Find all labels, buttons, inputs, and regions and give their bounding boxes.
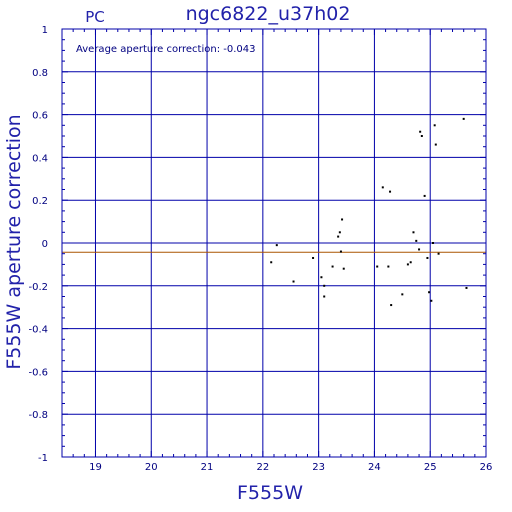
data-point bbox=[338, 231, 341, 234]
data-point bbox=[389, 190, 392, 193]
y-tick-label: 0.6 bbox=[32, 111, 48, 122]
data-point bbox=[423, 194, 426, 197]
data-point bbox=[275, 244, 278, 247]
data-point bbox=[376, 265, 379, 268]
data-point bbox=[292, 280, 295, 283]
x-tick-label: 24 bbox=[368, 462, 381, 473]
y-tick-label: 0.8 bbox=[32, 68, 48, 79]
average-annotation: Average aperture correction: -0.043 bbox=[76, 44, 256, 55]
x-tick-label: 26 bbox=[480, 462, 493, 473]
data-point bbox=[270, 261, 273, 264]
x-tick-label: 19 bbox=[89, 462, 102, 473]
data-point bbox=[415, 239, 418, 242]
y-tick-label: 0 bbox=[42, 239, 48, 250]
y-axis-ticks: -1 -0.8 -0.6 -0.4 -0.2 0 0.2 0.4 0.6 0.8 1 bbox=[28, 25, 486, 464]
y-tick-label: -0.2 bbox=[28, 282, 48, 293]
data-point bbox=[418, 248, 421, 251]
x-tick-label: 20 bbox=[145, 462, 158, 473]
data-point bbox=[323, 295, 326, 298]
data-point bbox=[419, 130, 422, 133]
data-point bbox=[409, 261, 412, 264]
data-point bbox=[434, 143, 437, 146]
grid-lines bbox=[62, 28, 487, 458]
x-tick-label: 25 bbox=[424, 462, 437, 473]
data-point bbox=[312, 256, 315, 259]
data-point bbox=[437, 252, 440, 255]
data-point bbox=[426, 256, 429, 259]
y-tick-label: 0.4 bbox=[32, 153, 48, 164]
data-point bbox=[428, 291, 431, 294]
data-point bbox=[390, 304, 393, 307]
y-tick-label: -0.4 bbox=[28, 325, 48, 336]
data-point bbox=[331, 265, 334, 268]
data-points bbox=[270, 117, 468, 307]
y-tick-label: -0.6 bbox=[28, 367, 48, 378]
x-axis-label: F555W bbox=[237, 482, 303, 504]
data-point bbox=[412, 231, 415, 234]
x-tick-label: 23 bbox=[312, 462, 325, 473]
data-point bbox=[401, 293, 404, 296]
data-point bbox=[432, 242, 434, 244]
data-point bbox=[339, 250, 342, 253]
detector-label: PC bbox=[85, 8, 105, 26]
data-point bbox=[433, 124, 436, 127]
y-tick-label: 0.2 bbox=[32, 196, 48, 207]
data-point bbox=[430, 299, 433, 302]
data-point bbox=[462, 117, 465, 120]
y-tick-label: -1 bbox=[38, 453, 48, 464]
y-tick-label: -0.8 bbox=[28, 410, 48, 421]
data-point bbox=[320, 276, 323, 279]
data-point bbox=[420, 135, 423, 137]
x-axis-ticks: 19 20 21 22 23 24 25 26 bbox=[61, 29, 493, 473]
y-tick-label: 1 bbox=[42, 25, 48, 36]
chart-title: ngc6822_u37h02 bbox=[186, 3, 351, 25]
data-point bbox=[465, 286, 468, 289]
data-point bbox=[323, 284, 326, 287]
data-point bbox=[342, 267, 345, 270]
data-point bbox=[381, 186, 384, 189]
x-tick-label: 21 bbox=[201, 462, 214, 473]
data-point bbox=[387, 265, 390, 268]
x-tick-label: 22 bbox=[256, 462, 269, 473]
y-axis-label: F555W aperture correction bbox=[3, 114, 25, 369]
data-point bbox=[406, 263, 409, 266]
data-point bbox=[341, 218, 344, 221]
data-point bbox=[337, 235, 340, 238]
